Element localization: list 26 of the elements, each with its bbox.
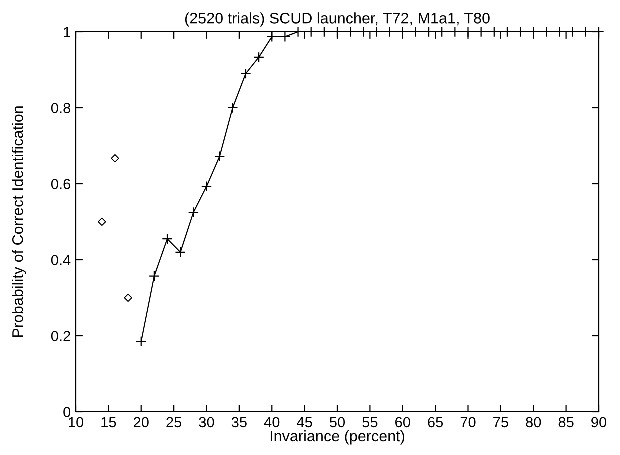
x-tick-label: 40	[264, 417, 280, 428]
x-tick-label: 65	[428, 417, 444, 428]
x-tick-label: 20	[134, 417, 149, 428]
x-tick-label: 90	[592, 417, 607, 428]
x-tick-label: 70	[460, 417, 476, 428]
y-tick-label: 0.8	[51, 103, 71, 114]
x-tick-label: 25	[166, 417, 182, 428]
y-tick-label: 0.2	[51, 331, 70, 342]
x-tick-label: 60	[396, 417, 410, 428]
y-tick-label: 0.6	[51, 179, 70, 190]
x-axis-title: Invariance (percent)	[270, 430, 404, 445]
x-tick-label: 85	[558, 417, 574, 428]
x-tick-label: 55	[362, 417, 378, 428]
x-tick-label: 15	[102, 417, 116, 428]
y-axis-title: Probability of Correct Identification	[12, 106, 26, 338]
x-tick-label: 80	[526, 417, 542, 428]
x-tick-label: 10	[69, 417, 84, 428]
x-tick-label: 75	[494, 417, 508, 428]
x-tick-label: 45	[297, 417, 312, 428]
y-tick-label: 0.4	[51, 255, 71, 266]
x-tick-label: 50	[330, 417, 346, 428]
x-tick-label: 35	[232, 417, 247, 428]
x-tick-label: 30	[199, 417, 214, 428]
chart-title: (2520 trials) SCUD launcher, T72, M1a1, T80	[185, 12, 490, 27]
y-tick-label: 1	[64, 27, 70, 38]
y-tick-label: 0	[64, 407, 71, 418]
